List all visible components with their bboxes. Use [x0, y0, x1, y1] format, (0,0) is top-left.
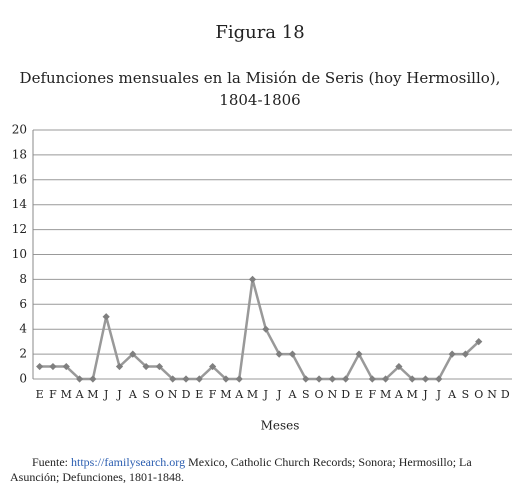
data-point	[461, 350, 470, 358]
data-point	[102, 313, 110, 321]
data-point	[421, 375, 430, 383]
x-tick-label: A	[447, 388, 457, 401]
y-tick-label: 4	[19, 322, 27, 336]
x-tick-label: J	[422, 388, 427, 401]
data-point	[169, 375, 177, 383]
data-point	[62, 362, 70, 371]
data-point	[302, 375, 310, 383]
x-tick-label: S	[462, 388, 470, 401]
x-tick-label: M	[61, 388, 72, 401]
x-tick-label: J	[263, 388, 268, 401]
x-tick-label: S	[302, 388, 310, 401]
x-tick-label: D	[182, 388, 191, 401]
data-point	[155, 362, 164, 371]
x-tick-label: M	[247, 388, 258, 401]
x-tick-label: E	[355, 388, 363, 401]
x-tick-label: J	[436, 388, 441, 401]
x-tick-label: A	[234, 388, 244, 401]
source-link[interactable]: https://familysearch.org	[71, 455, 186, 469]
y-tick-label: 18	[12, 147, 27, 161]
y-tick-label: 2	[19, 347, 27, 361]
data-point	[235, 375, 243, 383]
x-tick-label: A	[287, 388, 297, 401]
data-point	[368, 375, 376, 383]
x-tick-label: D	[341, 388, 350, 401]
source-note: Fuente: https://familysearch.org Mexico,…	[10, 455, 515, 485]
y-tick-label: 14	[12, 197, 28, 211]
x-tick-label: N	[328, 388, 338, 401]
data-point	[115, 362, 124, 371]
x-axis-label: Meses	[261, 419, 300, 433]
x-tick-label: F	[49, 388, 57, 401]
y-tick-label: 0	[19, 372, 27, 386]
data-point	[408, 375, 416, 383]
y-tick-label: 10	[12, 247, 27, 261]
data-point	[355, 350, 363, 358]
x-tick-label: O	[315, 388, 324, 401]
data-point	[315, 375, 323, 383]
data-point	[222, 375, 230, 383]
data-point	[342, 375, 350, 383]
chart-subtitle: Defunciones mensuales en la Misión de Se…	[20, 69, 501, 87]
x-tick-label: O	[155, 388, 164, 401]
data-point	[262, 325, 270, 333]
data-point	[142, 362, 150, 371]
data-point	[75, 375, 84, 383]
x-tick-label: E	[195, 388, 203, 401]
y-tick-label: 12	[12, 222, 27, 236]
data-point	[435, 375, 443, 383]
x-tick-label: O	[474, 388, 483, 401]
x-tick-label: A	[394, 388, 404, 401]
x-tick-label: N	[168, 388, 178, 401]
chart-subtitle: 1804-1806	[219, 91, 300, 109]
data-point	[448, 350, 456, 358]
x-tick-label: D	[501, 388, 510, 401]
x-tick-label: A	[75, 388, 85, 401]
data-point	[49, 362, 57, 371]
data-point	[209, 362, 217, 371]
data-point	[395, 362, 403, 371]
x-tick-label: F	[209, 388, 217, 401]
data-point	[381, 375, 390, 383]
data-point	[129, 350, 137, 358]
x-tick-label: M	[380, 388, 391, 401]
x-tick-label: F	[368, 388, 376, 401]
data-point	[89, 375, 97, 383]
x-tick-label: J	[116, 388, 121, 401]
data-point	[248, 275, 257, 283]
x-tick-label: J	[276, 388, 281, 401]
data-point	[36, 362, 44, 371]
x-tick-label: M	[407, 388, 418, 401]
x-tick-label: M	[87, 388, 98, 401]
data-point	[275, 350, 283, 358]
x-tick-label: A	[128, 388, 138, 401]
chart-title: Figura 18	[215, 22, 304, 43]
x-tick-label: M	[220, 388, 231, 401]
x-tick-label: N	[487, 388, 497, 401]
data-line	[39, 279, 480, 381]
data-point	[328, 375, 336, 383]
chart: Figura 18 Defunciones mensuales en la Mi…	[12, 22, 512, 433]
data-point	[195, 375, 203, 383]
y-tick-label: 20	[12, 123, 27, 137]
y-tick-label: 6	[19, 297, 27, 311]
data-point	[288, 350, 297, 358]
x-tick-label: J	[103, 388, 108, 401]
source-text: Mexico, Catholic Church Records; Sonora;…	[10, 455, 472, 484]
data-point	[182, 375, 190, 383]
y-tick-label: 8	[19, 272, 27, 286]
source-prefix: Fuente:	[32, 455, 68, 469]
data-point	[475, 338, 483, 346]
x-tick-label: S	[142, 388, 150, 401]
y-tick-label: 16	[12, 172, 27, 186]
x-tick-label: E	[36, 388, 44, 401]
